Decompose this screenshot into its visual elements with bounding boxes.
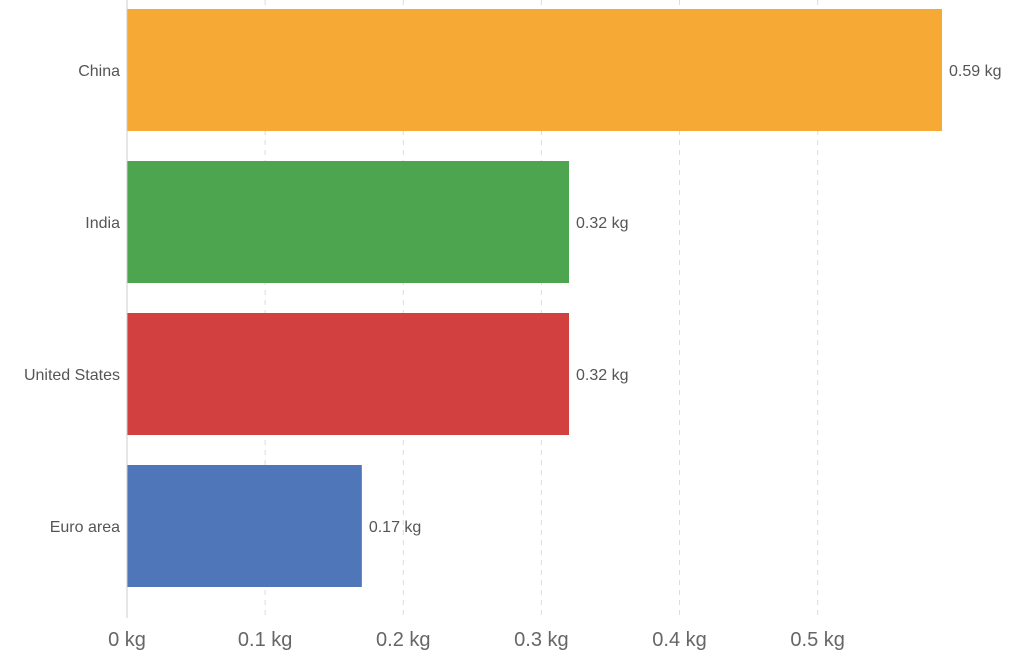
bar-united-states [127, 313, 570, 435]
bar-india [127, 161, 570, 283]
x-tick-label-4: 0.4 kg [652, 629, 706, 651]
x-tick-label-1: 0.1 kg [238, 629, 292, 651]
value-label-euro-area: 0.17 kg [369, 519, 421, 536]
bar-china [127, 9, 942, 131]
x-axis-ticks: 0 kg 0.1 kg 0.2 kg 0.3 kg 0.4 kg 0.5 kg [108, 629, 845, 651]
x-tick-label-3: 0.3 kg [514, 629, 568, 651]
value-labels: 0.59 kg 0.32 kg 0.32 kg 0.17 kg [369, 63, 1002, 536]
value-label-india: 0.32 kg [576, 215, 628, 232]
bars [127, 9, 942, 587]
bar-euro-area [127, 465, 362, 587]
x-tick-label-5: 0.5 kg [790, 629, 844, 651]
category-label-india: India [85, 215, 120, 232]
value-label-china: 0.59 kg [949, 63, 1001, 80]
category-label-euro-area: Euro area [50, 519, 120, 536]
category-labels: China India United States Euro area [24, 63, 120, 536]
x-tick-label-2: 0.2 kg [376, 629, 430, 651]
category-label-united-states: United States [24, 367, 120, 384]
category-label-china: China [78, 63, 120, 80]
value-label-united-states: 0.32 kg [576, 367, 628, 384]
x-tick-label-0: 0 kg [108, 629, 146, 651]
